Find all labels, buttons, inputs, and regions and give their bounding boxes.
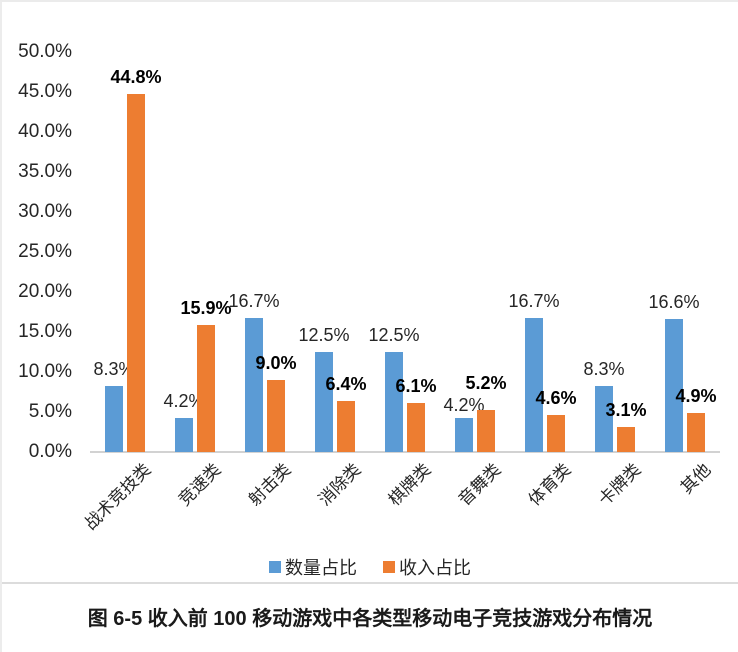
bar-data-label: 12.5%: [368, 325, 420, 345]
bar-quantity: [175, 418, 193, 452]
bar-quantity: [665, 319, 683, 452]
category-label: 战术竞技类: [80, 460, 155, 534]
bar-revenue: [547, 415, 565, 452]
x-axis-line: [90, 451, 720, 453]
bar-data-label: 8.3%: [93, 358, 135, 379]
legend-label: 收入占比: [399, 558, 471, 578]
bar-data-label: 12.5%: [298, 325, 350, 345]
bar-data-label: 3.1%: [605, 400, 647, 421]
bar-quantity: [315, 352, 333, 452]
bar-data-label: 6.4%: [325, 373, 367, 394]
bar-data-label: 4.9%: [675, 385, 717, 406]
category-label: 竞速类: [174, 460, 225, 510]
bar-revenue: [687, 412, 705, 452]
bar-data-label: 4.2%: [163, 391, 205, 412]
category-label: 音舞类: [454, 460, 505, 510]
bar-revenue: [197, 324, 215, 452]
y-tick: 10.0%: [18, 361, 72, 382]
category-label: 其他: [676, 460, 715, 498]
bar-revenue: [477, 410, 495, 452]
bar-quantity: [455, 418, 473, 452]
bar-data-label: 16.7%: [228, 291, 280, 312]
category-label: 体育类: [524, 460, 575, 510]
y-tick: 40.0%: [18, 121, 72, 142]
bar-data-label: 15.9%: [180, 297, 232, 318]
legend-label: 数量占比: [285, 558, 357, 578]
legend-swatch-orange-icon: [383, 561, 395, 573]
category-label: 卡牌类: [594, 460, 645, 510]
y-tick: 45.0%: [18, 81, 72, 102]
bar-quantity: [245, 318, 263, 452]
bar-data-label: 4.2%: [443, 395, 485, 416]
y-tick: 20.0%: [18, 281, 72, 302]
bar-data-label: 8.3%: [583, 358, 625, 379]
divider-line: [2, 582, 738, 584]
bar-data-label: 16.6%: [648, 292, 700, 313]
bar-quantity: [525, 318, 543, 452]
category-label: 消除类: [314, 460, 365, 510]
figure-caption: 图 6-5 收入前 100 移动游戏中各类型移动电子竞技游戏分布情况: [87, 608, 653, 630]
y-tick: 25.0%: [18, 241, 72, 262]
bar-revenue: [617, 427, 635, 452]
bar-data-label: 44.8%: [110, 66, 162, 87]
y-tick: 0.0%: [28, 441, 72, 462]
bar-data-label: 6.1%: [395, 376, 437, 397]
legend-item-quantity: 数量占比: [269, 554, 357, 580]
bar-revenue: [337, 400, 355, 452]
bar-revenue: [407, 403, 425, 452]
y-tick: 35.0%: [18, 161, 72, 182]
bar-data-label: 5.2%: [465, 373, 507, 394]
category-label: 射击类: [244, 460, 295, 510]
category-label: 棋牌类: [384, 460, 435, 510]
legend-swatch-blue-icon: [269, 561, 281, 573]
legend: 数量占比 收入占比: [2, 554, 738, 580]
bar-chart: 50.0% 45.0% 40.0% 35.0% 30.0% 25.0% 20.0% 15.0%…: [2, 2, 738, 542]
y-tick: 50.0%: [18, 41, 72, 62]
bar-quantity: [595, 385, 613, 452]
y-tick: 30.0%: [18, 201, 72, 222]
legend-item-revenue: 收入占比: [383, 554, 471, 580]
bar-data-label: 4.6%: [535, 388, 577, 409]
y-tick: 15.0%: [18, 321, 72, 342]
bar-revenue: [127, 93, 145, 452]
bar-data-label: 16.7%: [508, 291, 560, 312]
y-tick: 5.0%: [28, 401, 72, 422]
bar-quantity: [105, 385, 123, 452]
bar-quantity: [385, 352, 403, 452]
bar-data-label: 9.0%: [255, 353, 297, 373]
bar-revenue: [267, 380, 285, 452]
